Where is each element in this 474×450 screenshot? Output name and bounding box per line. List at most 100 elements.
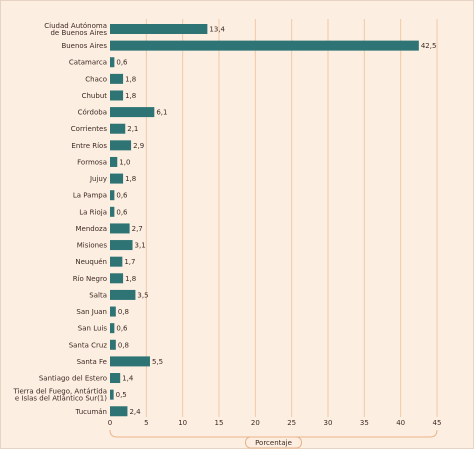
category-label-18: San Luis	[78, 325, 108, 333]
category-label-8-line-0: Formosa	[77, 158, 107, 166]
category-label-21-line-0: Santiago del Estero	[39, 375, 107, 383]
bar-17	[110, 306, 116, 317]
bar-8	[110, 156, 118, 167]
category-label-13: Misiones	[77, 242, 108, 250]
bar-7	[110, 140, 132, 151]
value-label-23: 2,4	[129, 408, 141, 416]
category-label-6: Corrientes	[71, 125, 108, 133]
bar-3	[110, 73, 124, 84]
bar-10	[110, 190, 115, 201]
category-label-5-line-0: Córdoba	[78, 109, 107, 117]
bar-14	[110, 256, 123, 267]
category-label-7: Entre Ríos	[71, 142, 107, 150]
value-label-22: 0,5	[116, 391, 127, 399]
category-label-15-line-0: Río Negro	[73, 275, 107, 283]
category-labels: Ciudad Autónoma de Buenos Aires Buenos Air…	[12, 22, 107, 416]
bar-5	[110, 107, 155, 118]
bar-0	[110, 24, 208, 34]
x-tick-15: 15	[215, 419, 224, 427]
x-tick-30: 30	[324, 419, 333, 427]
category-label-19-line-0: Santa Cruz	[69, 341, 108, 349]
value-label-9: 1,8	[125, 175, 136, 183]
category-label-16-line-0: Salta	[89, 291, 107, 299]
category-label-14-line-0: Neuquén	[75, 258, 107, 266]
grid-lines	[145, 19, 438, 417]
value-label-5: 6,1	[156, 109, 167, 117]
value-label-10: 0,6	[116, 192, 128, 200]
category-label-13-line-0: Misiones	[77, 242, 108, 250]
category-label-15: Río Negro	[73, 275, 107, 283]
bar-16	[110, 289, 136, 300]
value-label-15: 1,8	[125, 275, 136, 283]
value-label-17: 0,8	[118, 308, 129, 316]
category-label-6-line-0: Corrientes	[71, 125, 108, 133]
value-label-0: 13,4	[209, 26, 225, 34]
x-tick-45: 45	[433, 419, 442, 427]
category-label-0-line-1: de Buenos Aires	[50, 29, 107, 37]
value-label-8: 1,0	[119, 158, 130, 166]
category-label-11: La Rioja	[79, 208, 107, 216]
value-label-18: 0,6	[116, 325, 128, 333]
bar-2	[110, 57, 115, 68]
bar-1	[110, 40, 419, 51]
x-axis-bracket	[109, 429, 438, 438]
bars	[110, 24, 419, 417]
bar-21	[110, 373, 121, 384]
bar-20	[110, 356, 150, 367]
x-axis-title: Porcentaje	[255, 439, 292, 447]
bar-4	[110, 90, 124, 101]
category-label-9: Jujuy	[89, 175, 107, 183]
category-label-23: Tucumán	[75, 408, 107, 416]
x-tick-5: 5	[144, 419, 148, 427]
category-label-7-line-0: Entre Ríos	[71, 142, 107, 150]
bar-11	[110, 206, 115, 217]
category-label-22-line-1: e Islas del Atlántico Sur(1)	[15, 395, 107, 403]
category-label-21: Santiago del Estero	[39, 375, 107, 383]
category-label-16: Salta	[89, 291, 107, 299]
value-label-6: 2,1	[127, 125, 138, 133]
category-label-11-line-0: La Rioja	[79, 208, 107, 216]
value-label-20: 5,5	[152, 358, 163, 366]
x-tick-0: 0	[108, 419, 112, 427]
x-tick-labels: 0 5 10 15 20 25 30 35 40 45	[108, 419, 442, 427]
category-label-4: Chubut	[82, 92, 108, 100]
bar-13	[110, 240, 133, 251]
category-label-8: Formosa	[77, 158, 107, 166]
bar-15	[110, 273, 124, 284]
x-tick-10: 10	[178, 419, 187, 427]
x-tick-25: 25	[287, 419, 296, 427]
value-label-12: 2,7	[132, 225, 143, 233]
category-label-14: Neuquén	[75, 258, 107, 266]
category-label-17-line-0: San Juan	[76, 308, 107, 316]
category-label-19: Santa Cruz	[69, 341, 108, 349]
value-label-11: 0,6	[116, 208, 128, 216]
value-label-3: 1,8	[125, 75, 136, 83]
bar-12	[110, 223, 130, 234]
category-label-3-line-0: Chaco	[85, 75, 107, 83]
value-label-2: 0,6	[116, 59, 128, 67]
value-label-4: 1,8	[125, 92, 136, 100]
category-label-22: Tierra del Fuego, Antártida e Islas del A…	[12, 388, 107, 403]
x-tick-40: 40	[396, 419, 405, 427]
category-label-17: San Juan	[76, 308, 107, 316]
x-axis-title-group: Porcentaje	[109, 429, 438, 449]
category-label-1: Buenos Aires	[61, 42, 107, 50]
category-label-9-line-0: Jujuy	[89, 175, 107, 183]
category-label-5: Córdoba	[78, 109, 107, 117]
bar-19	[110, 339, 116, 350]
category-label-23-line-0: Tucumán	[75, 408, 107, 416]
value-label-19: 0,8	[118, 341, 129, 349]
value-label-1: 42,5	[421, 42, 437, 50]
category-label-10-line-0: La Pampa	[73, 192, 107, 200]
category-label-2-line-0: Catamarca	[69, 59, 107, 67]
category-label-20-line-0: Santa Fe	[77, 358, 107, 366]
value-label-16: 3,5	[137, 291, 148, 299]
value-label-7: 2,9	[133, 142, 144, 150]
x-tick-20: 20	[251, 419, 260, 427]
bar-9	[110, 173, 124, 184]
category-label-20: Santa Fe	[77, 358, 107, 366]
category-label-0-line-0: Ciudad Autónoma	[44, 22, 107, 30]
value-labels: 13,4 42,5 0,6 1,8 1,8 6,1 2,1 2,91,0 1,8 0,6 0,6 2,…	[116, 26, 437, 416]
